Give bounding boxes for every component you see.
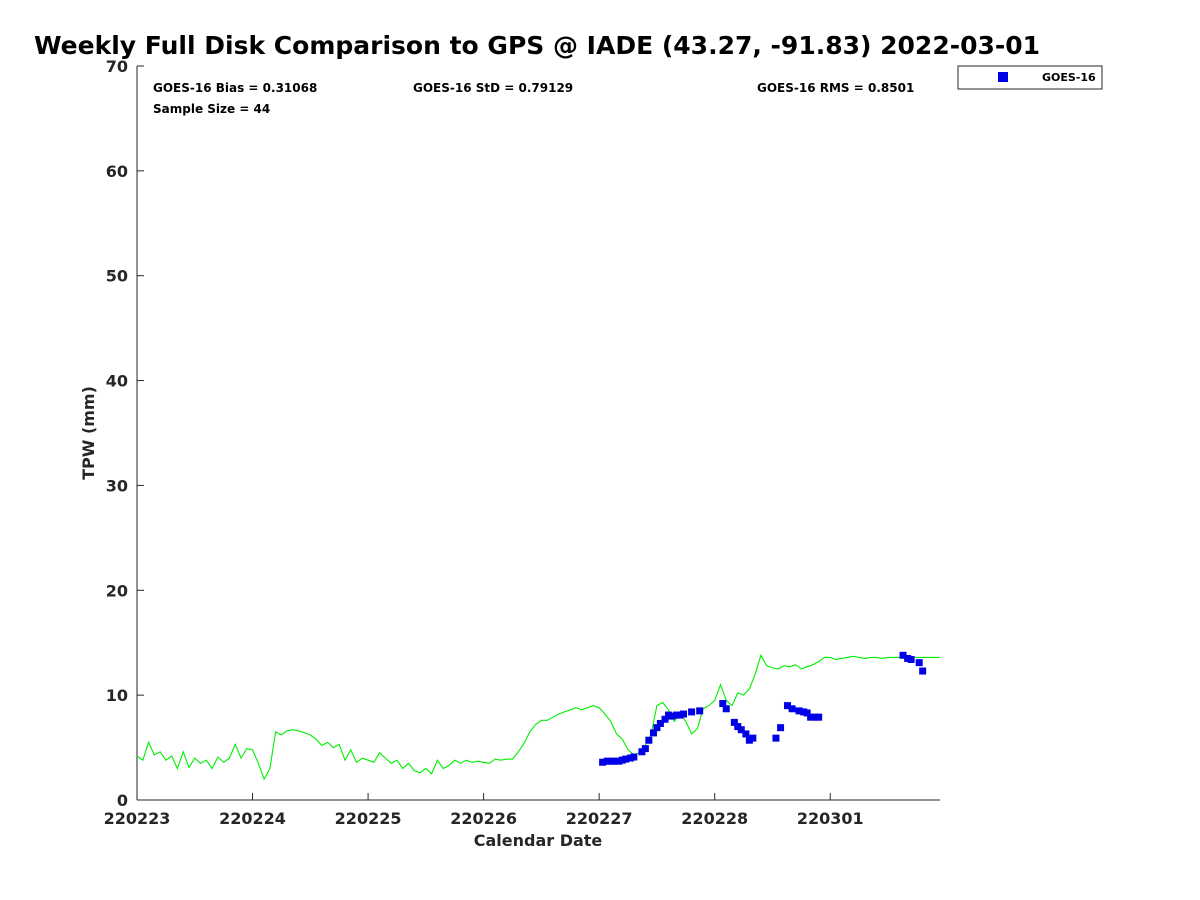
y-tick-label: 50 [106, 267, 128, 286]
goes16-point [742, 730, 750, 738]
y-tick-label: 0 [117, 791, 128, 810]
goes16-point [661, 715, 669, 723]
goes16-point [915, 659, 923, 667]
x-tick-label: 220228 [681, 809, 748, 828]
y-tick-label: 10 [106, 686, 128, 705]
goes16-point [610, 757, 618, 765]
goes16-point [807, 713, 815, 721]
goes16-point [622, 755, 630, 763]
x-tick-label: 220223 [104, 809, 171, 828]
y-ticks: 0 10 20 30 40 50 60 70 [106, 57, 144, 810]
goes16-point [803, 709, 811, 717]
legend: GOES-16 [957, 65, 1103, 90]
goes16-point [656, 719, 664, 727]
goes16-point [688, 708, 696, 716]
x-ticks: 220223 220224 220225 220226 220227 220228 2203… [104, 793, 864, 828]
goes16-point [899, 651, 907, 659]
legend-marker [998, 72, 1008, 82]
y-tick-label: 70 [106, 57, 128, 76]
goes16-point [788, 705, 796, 713]
x-tick-label: 220226 [450, 809, 517, 828]
goes16-point [783, 702, 791, 710]
goes16-point [696, 707, 704, 715]
gps-series-line [136, 653, 940, 781]
goes16-point [599, 758, 607, 766]
goes16-point [653, 724, 661, 732]
goes16-point [777, 724, 785, 732]
legend-label-goes16: GOES-16 [1042, 71, 1096, 84]
y-axis-label: TPW (mm) [79, 386, 98, 480]
y-tick-label: 30 [106, 476, 128, 495]
goes16-point [668, 712, 676, 720]
y-tick-label: 40 [106, 372, 128, 391]
plot-area [136, 651, 940, 781]
goes16-point [722, 705, 730, 713]
x-tick-label: 220301 [797, 809, 864, 828]
x-axis-label: Calendar Date [474, 831, 603, 850]
goes16-point [795, 707, 803, 715]
legend-box [957, 65, 1103, 90]
goes16-point [730, 718, 738, 726]
std-stat: GOES-16 StD = 0.79129 [413, 81, 573, 95]
goes16-point [919, 667, 927, 675]
chart-title: Weekly Full Disk Comparison to GPS @ IAD… [34, 31, 1040, 60]
goes16-point [719, 700, 727, 708]
axes: 0 10 20 30 40 50 60 70 220223 220224 220225 220226… [104, 57, 940, 828]
x-tick-label: 220224 [219, 809, 286, 828]
goes16-point [907, 655, 915, 663]
sample-size-stat: Sample Size = 44 [153, 102, 270, 116]
x-tick-label: 220225 [335, 809, 402, 828]
bias-stat: GOES-16 Bias = 0.31068 [153, 81, 317, 95]
y-tick-label: 60 [106, 162, 128, 181]
stats-annotations: GOES-16 Bias = 0.31068 GOES-16 StD = 0.7… [153, 81, 914, 116]
goes16-point [680, 710, 688, 718]
goes16-point [737, 726, 745, 734]
goes16-point [649, 729, 657, 737]
y-tick-label: 20 [106, 581, 128, 600]
goes16-point [772, 734, 780, 742]
goes16-point [630, 753, 638, 761]
goes16-point [641, 745, 649, 753]
goes16-point [749, 734, 757, 742]
goes16-point [815, 713, 823, 721]
rms-stat: GOES-16 RMS = 0.8501 [757, 81, 914, 95]
x-tick-label: 220227 [566, 809, 633, 828]
goes16-point [645, 736, 653, 744]
